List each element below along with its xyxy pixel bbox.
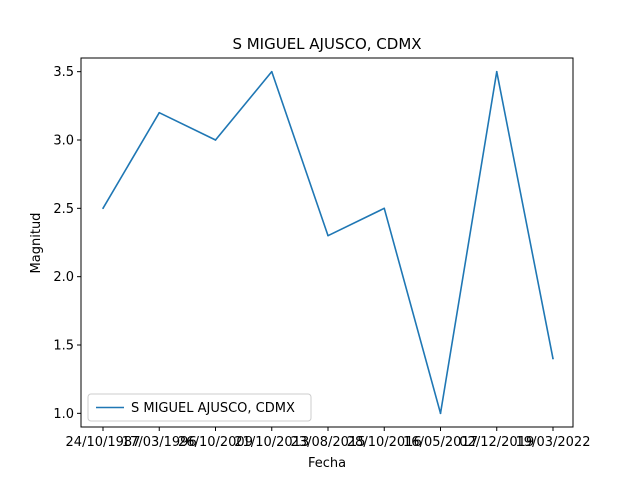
y-tick-label: 3.0 (53, 134, 74, 149)
x-tick-label: 28/10/2016 (347, 435, 422, 450)
y-tick-label: 2.5 (53, 202, 74, 217)
legend-box (87, 393, 312, 422)
x-tick-label: 02/12/2019 (459, 435, 534, 450)
x-tick-label: 16/05/2017 (403, 435, 478, 450)
x-tick-label: 21/10/2013 (234, 435, 309, 450)
x-tick-label: 17/03/1996 (122, 435, 197, 450)
data-point (102, 207, 104, 210)
plot-frame (80, 57, 574, 428)
data-point (158, 111, 161, 114)
y-tick-label: 2.0 (53, 270, 74, 285)
y-tick-label: 1.0 (53, 407, 74, 422)
data-point (214, 139, 217, 141)
data-point (327, 234, 329, 237)
y-tick-label: 1.5 (53, 339, 74, 354)
y-axis-label: Magnitud (29, 213, 44, 274)
legend: S MIGUEL AJUSCO, CDMX (87, 393, 312, 422)
data-point (439, 412, 442, 415)
x-axis-ticks: 24/10/198717/03/199626/10/200921/10/2013… (66, 427, 591, 450)
data-point (552, 357, 554, 360)
x-tick-label: 26/10/2009 (178, 435, 253, 450)
legend-label: S MIGUEL AJUSCO, CDMX (131, 401, 295, 416)
data-point (270, 70, 273, 73)
series-lines (102, 70, 554, 415)
chart-title: S MIGUEL AJUSCO, CDMX (232, 35, 421, 53)
y-tick-label: 3.5 (53, 65, 74, 80)
x-tick-label: 24/10/1987 (66, 435, 141, 450)
data-point (495, 70, 498, 73)
x-axis-label: Fecha (308, 456, 346, 471)
data-point (383, 207, 386, 210)
x-tick-label: 19/03/2022 (516, 435, 591, 450)
y-axis-ticks: 1.0 1.5 2.0 2.5 3.0 3.5 (53, 65, 81, 422)
x-tick-label: 23/08/2015 (291, 435, 366, 450)
